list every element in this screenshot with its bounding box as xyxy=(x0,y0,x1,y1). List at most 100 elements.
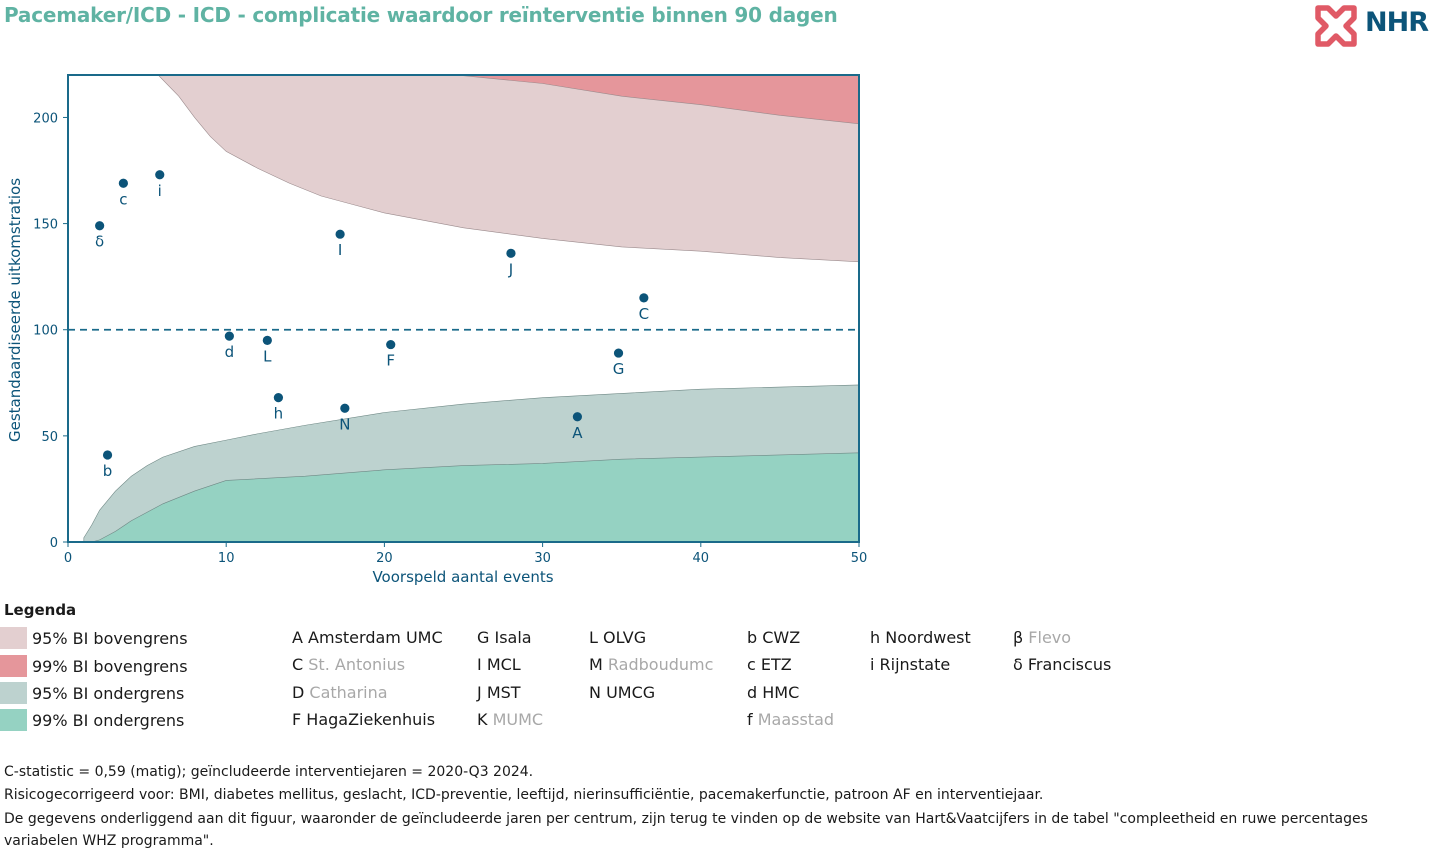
hospital-code: I xyxy=(477,655,487,674)
data-point-label: c xyxy=(119,190,127,208)
y-axis-label: Gestandaardiseerde uitkomstratios xyxy=(6,178,24,442)
hospital-name: MST xyxy=(486,683,521,702)
page-title: Pacemaker/ICD - ICD - complicatie waardo… xyxy=(4,3,838,27)
y-tick-label: 150 xyxy=(33,218,58,233)
data-point-J xyxy=(506,248,516,258)
legend-hospital-item: M Radboudumc xyxy=(589,655,713,674)
data-point-label: i xyxy=(158,182,162,200)
footnote-data-source: De gegevens onderliggend aan dit figuur,… xyxy=(4,811,1368,849)
legend-hospital-item: f Maasstad xyxy=(747,710,834,729)
data-point-c xyxy=(118,178,128,188)
data-point-label: I xyxy=(338,241,342,259)
data-point-label: N xyxy=(339,415,350,433)
x-tick-label: 30 xyxy=(534,551,551,566)
legend-hospital-item: d HMC xyxy=(747,683,799,702)
x-tick-label: 10 xyxy=(218,551,235,566)
lower-99-band xyxy=(91,452,859,542)
footnote-c-statistic: C-statistic = 0,59 (matig); geïncludeerd… xyxy=(4,764,534,780)
x-tick-label: 50 xyxy=(851,551,868,566)
legend-band-label: 99% BI bovengrens xyxy=(32,657,188,676)
nhr-logo: NHR xyxy=(1310,0,1435,48)
data-point-label: G xyxy=(613,360,625,378)
plot-frame xyxy=(67,74,860,543)
hospital-name: CWZ xyxy=(762,628,801,647)
hospital-code: L xyxy=(589,628,603,647)
hospital-code: i xyxy=(870,655,880,674)
data-point-L xyxy=(262,335,272,345)
legend-band-label: 95% BI ondergrens xyxy=(32,684,185,703)
data-point-b xyxy=(102,450,113,460)
hospital-code: f xyxy=(747,710,758,729)
legend-hospital-item: F HagaZiekenhuis xyxy=(292,710,435,729)
hospital-name: Catharina xyxy=(309,683,388,702)
data-point-C xyxy=(639,293,649,303)
x-axis-label: Voorspeld aantal events xyxy=(372,568,553,586)
data-point-A xyxy=(572,412,583,422)
hospital-name: Radboudumc xyxy=(607,655,714,674)
legend-title: Legenda xyxy=(4,601,77,619)
legend-hospital-item: I MCL xyxy=(477,655,521,674)
hospital-name: MCL xyxy=(486,655,521,674)
hospital-name: OLVG xyxy=(603,628,647,647)
legend-hospital-item: δ Franciscus xyxy=(1013,655,1111,674)
hospital-code: M xyxy=(589,655,608,674)
hospital-name: Franciscus xyxy=(1027,655,1112,674)
data-point-label: A xyxy=(572,424,583,442)
legend-swatch xyxy=(0,709,27,731)
hospital-code: F xyxy=(292,710,307,729)
data-point-F xyxy=(386,339,396,350)
legend-hospital-item: G Isala xyxy=(477,628,532,647)
legend-band-label: 99% BI ondergrens xyxy=(32,711,185,730)
legend-hospital-item: J MST xyxy=(477,683,521,702)
data-point-I xyxy=(335,229,345,239)
legend-hospital-item: D Catharina xyxy=(292,683,388,702)
upper-95-band xyxy=(157,75,859,263)
hospital-name: HagaZiekenhuis xyxy=(306,710,436,729)
data-point-label: L xyxy=(263,347,272,365)
hospital-code: d xyxy=(747,683,763,702)
hospital-name: Noordwest xyxy=(885,628,971,647)
data-point-label: F xyxy=(386,352,395,370)
data-point-label: δ xyxy=(95,233,104,251)
data-points: δ b c i d Lh I N F J A G C xyxy=(95,170,649,480)
hospital-code: c xyxy=(747,655,761,674)
hospital-code: δ xyxy=(1013,655,1028,674)
hospital-name: Flevo xyxy=(1028,628,1072,647)
x-tick-label: 0 xyxy=(64,551,72,566)
logo-text: NHR xyxy=(1365,7,1429,38)
hospital-code: D xyxy=(292,683,310,702)
hospital-name: Isala xyxy=(494,628,532,647)
plot-area xyxy=(83,75,859,542)
legend-swatch xyxy=(0,627,27,649)
legend-hospital-item: L OLVG xyxy=(589,628,646,647)
data-point-G xyxy=(613,348,624,358)
y-tick-label: 100 xyxy=(33,324,58,339)
hospital-code: N xyxy=(589,683,607,702)
hospital-code: h xyxy=(870,628,886,647)
hospital-name: Rijnstate xyxy=(879,655,951,674)
y-tick-label: 0 xyxy=(50,536,58,551)
y-tick-label: 50 xyxy=(41,430,58,445)
x-tick-label: 20 xyxy=(376,551,393,566)
hospital-code: K xyxy=(477,710,493,729)
legend-swatch xyxy=(0,655,27,677)
hospital-name: Amsterdam UMC xyxy=(308,628,443,647)
hospital-code: b xyxy=(747,628,763,647)
data-point-label: h xyxy=(274,405,284,423)
legend-hospital-item: A Amsterdam UMC xyxy=(292,628,443,647)
hospital-code: C xyxy=(292,655,309,674)
hospital-name: UMCG xyxy=(606,683,656,702)
upper-99-band xyxy=(455,75,859,125)
data-point-label: b xyxy=(103,462,113,480)
data-point-N xyxy=(340,403,350,413)
hospital-name: HMC xyxy=(762,683,800,702)
hospital-name: Maasstad xyxy=(757,710,835,729)
heart-cross-logo-icon xyxy=(1315,5,1357,47)
legend-hospital-item: β Flevo xyxy=(1013,628,1071,647)
legend-hospital-item: C St. Antonius xyxy=(292,655,405,674)
data-point-label: J xyxy=(508,260,513,278)
legend-swatch xyxy=(0,682,27,704)
data-point-label: C xyxy=(639,305,649,323)
y-tick-label: 200 xyxy=(33,111,58,126)
hospital-code: J xyxy=(477,683,487,702)
